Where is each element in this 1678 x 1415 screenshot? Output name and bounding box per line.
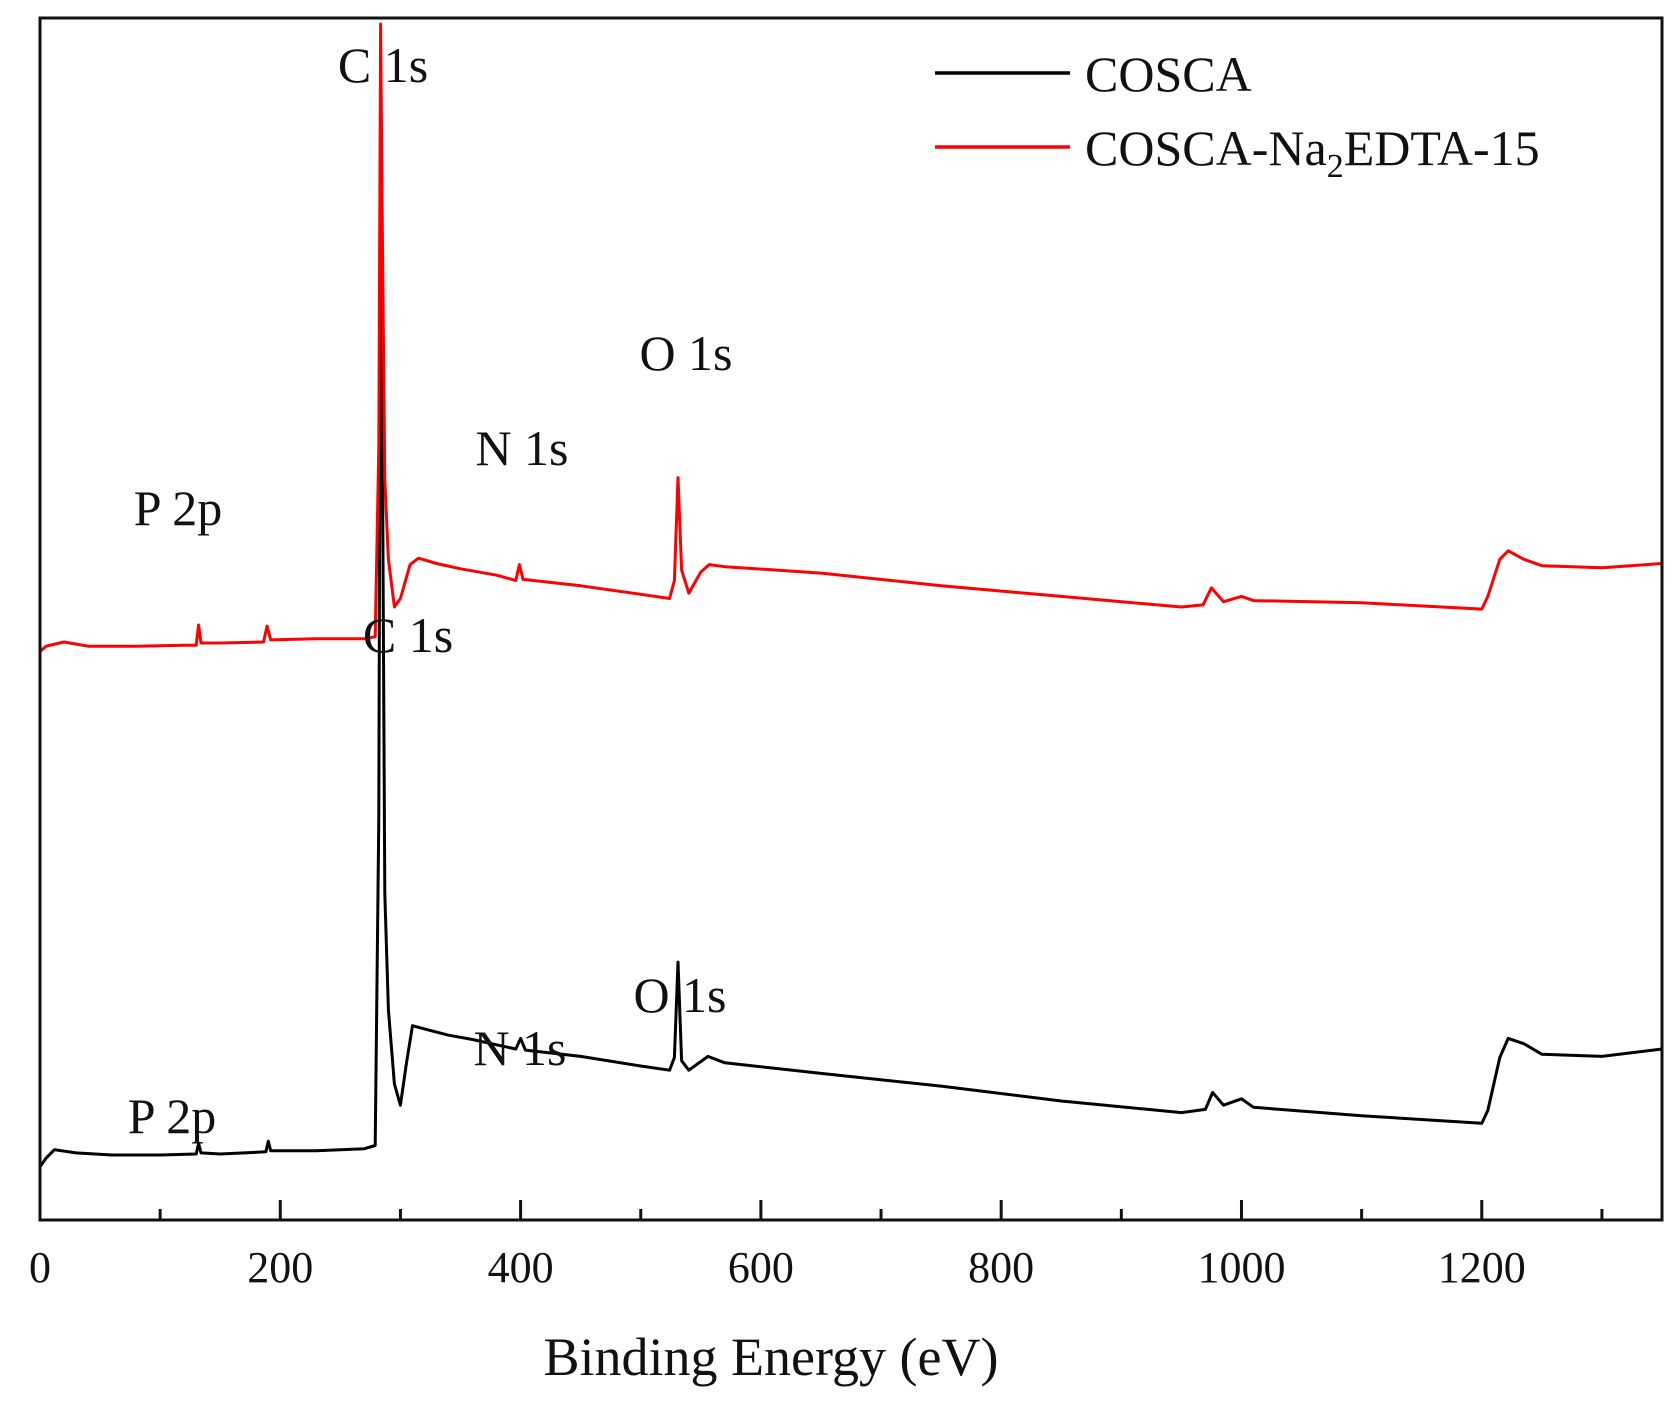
x-tick-label: 400 bbox=[488, 1243, 554, 1292]
peak-label-o1s-cosca: O 1s bbox=[633, 967, 726, 1023]
legend-label-cosca: COSCA bbox=[1085, 46, 1252, 102]
peak-label-c1s-cosca: C 1s bbox=[363, 607, 453, 663]
legend-label-cosca-na2edta-15: COSCA-Na2EDTA-15 bbox=[1085, 120, 1540, 185]
legend-label-main: COSCA-Na bbox=[1085, 120, 1327, 176]
x-tick-label: 1000 bbox=[1197, 1243, 1285, 1292]
plot-frame bbox=[38, 16, 1664, 1222]
x-tick-label: 0 bbox=[29, 1243, 51, 1292]
peak-label-p2p-cosca-na2edta-15: P 2p bbox=[134, 480, 222, 536]
x-tick-label: 1200 bbox=[1438, 1243, 1526, 1292]
peak-label-n1s-cosca: N 1s bbox=[473, 1020, 566, 1076]
x-tick-label: 800 bbox=[968, 1243, 1034, 1292]
peak-label-c1s-cosca-na2edta-15: C 1s bbox=[338, 37, 428, 93]
x-tick-label: 200 bbox=[247, 1243, 313, 1292]
series-line-cosca bbox=[38, 170, 1663, 1168]
x-axis-title: Binding Energy (eV) bbox=[544, 1327, 999, 1387]
peak-label-n1s-cosca-na2edta-15: N 1s bbox=[475, 420, 568, 476]
legend-label-subscript: 2 bbox=[1327, 148, 1344, 185]
peak-label-p2p-cosca: P 2p bbox=[128, 1088, 216, 1144]
x-tick-label: 600 bbox=[728, 1243, 794, 1292]
series-line-cosca-na2edta-15 bbox=[39, 22, 1663, 653]
peak-label-o1s-cosca-na2edta-15: O 1s bbox=[639, 325, 732, 381]
legend-label-rest: EDTA-15 bbox=[1344, 120, 1540, 176]
